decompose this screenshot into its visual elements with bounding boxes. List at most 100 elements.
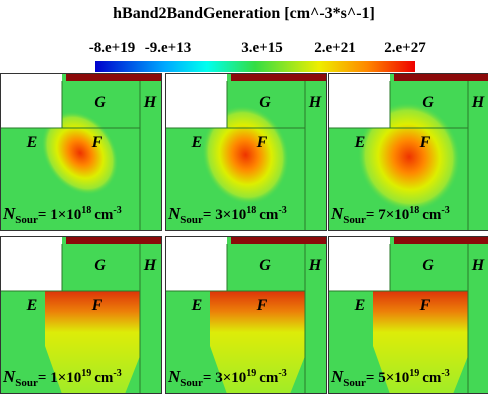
- caption-symbol: N: [2, 204, 16, 223]
- contact: [66, 73, 162, 81]
- region-label: H: [308, 94, 322, 111]
- region-label: F: [91, 134, 103, 151]
- contour: [41, 111, 119, 195]
- panel-border: [0, 73, 162, 231]
- caption-symbol: N: [167, 367, 181, 386]
- region-label: G: [422, 257, 434, 274]
- void-region: [165, 73, 227, 128]
- colorbar-label: -9.e+13: [145, 40, 191, 56]
- caption-exponent: 18: [409, 205, 419, 216]
- caption: NSour= 5×1019 cm-3: [330, 367, 450, 389]
- caption-unit: cm: [259, 370, 279, 386]
- caption-unit-exponent: -3: [278, 205, 286, 216]
- panel-border: [328, 236, 488, 394]
- panel: G H E F NSour= 3×1018 cm-3: [165, 73, 327, 231]
- caption-exponent: 19: [409, 368, 419, 379]
- caption-text: = 7×10: [366, 207, 409, 223]
- panel: G H E F NSour= 3×1019 cm-3: [165, 236, 327, 394]
- void-region: [0, 236, 62, 291]
- panel-border: [165, 236, 327, 394]
- void-region: [165, 236, 227, 291]
- caption-unit: cm: [94, 207, 114, 223]
- region-label: E: [26, 134, 38, 151]
- panel-border: [165, 73, 327, 231]
- caption-text: = 5×10: [366, 370, 409, 386]
- void-region: [0, 73, 62, 128]
- caption-text: = 3×10: [203, 207, 246, 223]
- caption-symbol: N: [330, 367, 344, 386]
- colorbar: [95, 61, 415, 72]
- region-label: H: [143, 257, 157, 274]
- panel: G H E F NSour= 7×1018 cm-3: [328, 73, 488, 231]
- contour: [202, 105, 290, 205]
- contact: [394, 73, 488, 81]
- region-label: G: [259, 257, 271, 274]
- region-label: F: [419, 134, 431, 151]
- caption-text: = 1×10: [38, 207, 81, 223]
- region-label: F: [256, 134, 268, 151]
- region-label: H: [143, 94, 157, 111]
- caption: NSour= 7×1018 cm-3: [330, 204, 450, 226]
- colorbar-label: -8.e+19: [89, 40, 135, 56]
- caption-unit: cm: [422, 370, 442, 386]
- contact: [394, 236, 488, 244]
- contour: [45, 291, 140, 394]
- region-label: H: [471, 94, 485, 111]
- region-label: G: [94, 257, 106, 274]
- caption-unit-exponent: -3: [441, 205, 449, 216]
- contour: [373, 291, 468, 394]
- region-label: F: [419, 297, 431, 314]
- contact: [231, 73, 327, 81]
- void-region: [328, 236, 390, 291]
- region-label: E: [26, 297, 38, 314]
- caption-unit: cm: [94, 370, 114, 386]
- caption-unit: cm: [422, 207, 442, 223]
- caption-symbol: N: [167, 204, 181, 223]
- caption-text: = 3×10: [203, 370, 246, 386]
- caption-text: = 1×10: [38, 370, 81, 386]
- caption: NSour= 3×1018 cm-3: [167, 204, 287, 226]
- region-label: E: [191, 297, 203, 314]
- region-label: H: [471, 257, 485, 274]
- colorbar-label: 2.e+21: [314, 40, 355, 56]
- contour: [357, 102, 461, 212]
- caption-subscript: Sour: [15, 377, 38, 389]
- caption-exponent: 19: [246, 368, 256, 379]
- contact: [231, 236, 327, 244]
- region-label: F: [91, 297, 103, 314]
- caption-unit-exponent: -3: [441, 368, 449, 379]
- title: hBand2BandGeneration [cm^-3*s^-1]: [113, 5, 375, 22]
- panel-border: [0, 236, 162, 394]
- colorbar-label: 3.e+15: [241, 40, 282, 56]
- caption-symbol: N: [2, 367, 16, 386]
- region-label: E: [354, 134, 366, 151]
- caption-unit: cm: [259, 207, 279, 223]
- panel: G H E F NSour= 1×1018 cm-3: [0, 73, 162, 231]
- caption-subscript: Sour: [343, 377, 366, 389]
- panel: G H E F NSour= 1×1019 cm-3: [0, 236, 162, 394]
- caption-subscript: Sour: [180, 214, 203, 226]
- caption-unit-exponent: -3: [278, 368, 286, 379]
- void-region: [328, 73, 390, 128]
- region-label: G: [422, 94, 434, 111]
- colorbar-label: 2.e+27: [384, 40, 426, 56]
- caption: NSour= 1×1019 cm-3: [2, 367, 122, 389]
- caption: NSour= 3×1019 cm-3: [167, 367, 287, 389]
- region-label: G: [94, 94, 106, 111]
- contact: [66, 236, 162, 244]
- panel-border: [328, 73, 488, 231]
- region-label: G: [259, 94, 271, 111]
- caption-exponent: 18: [246, 205, 256, 216]
- caption-exponent: 19: [81, 368, 91, 379]
- panel: G H E F NSour= 5×1019 cm-3: [328, 236, 488, 394]
- region-label: E: [191, 134, 203, 151]
- region-label: H: [308, 257, 322, 274]
- region-label: F: [256, 297, 268, 314]
- caption-unit-exponent: -3: [113, 205, 121, 216]
- contour: [210, 291, 305, 394]
- caption-exponent: 18: [81, 205, 91, 216]
- caption-unit-exponent: -3: [113, 368, 121, 379]
- caption: NSour= 1×1018 cm-3: [2, 204, 122, 226]
